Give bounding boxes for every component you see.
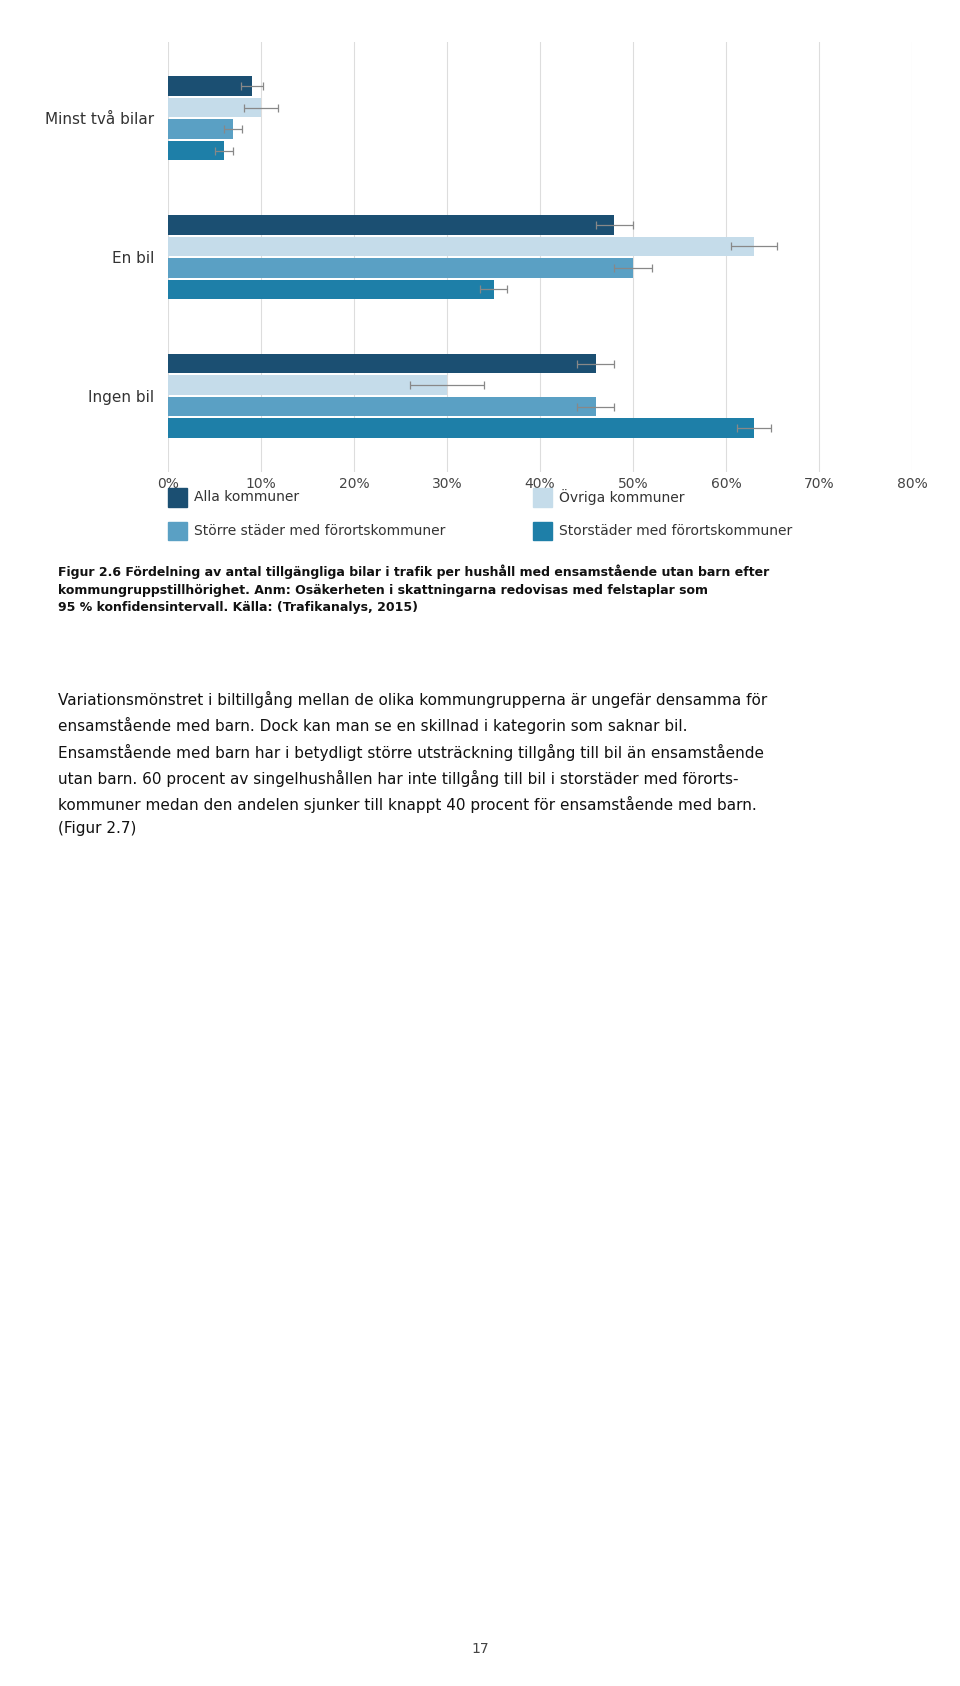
Text: Figur 2.6 Fördelning av antal tillgängliga bilar i trafik per hushåll med ensams: Figur 2.6 Fördelning av antal tillgängli… bbox=[58, 565, 769, 614]
Text: Alla kommuner: Alla kommuner bbox=[194, 491, 300, 504]
Bar bbox=[168, 418, 754, 438]
Bar bbox=[168, 216, 614, 234]
Bar bbox=[168, 258, 633, 278]
Bar bbox=[168, 396, 596, 416]
Bar bbox=[168, 354, 596, 373]
Bar bbox=[168, 98, 261, 118]
Bar bbox=[168, 376, 447, 395]
Text: Variationsmönstret i biltillgång mellan de olika kommungrupperna är ungefär dens: Variationsmönstret i biltillgång mellan … bbox=[58, 691, 767, 836]
Text: Övriga kommuner: Övriga kommuner bbox=[559, 489, 684, 506]
Bar bbox=[168, 142, 224, 160]
Bar bbox=[168, 280, 493, 298]
Text: Storstäder med förortskommuner: Storstäder med förortskommuner bbox=[559, 524, 792, 538]
Text: Större städer med förortskommuner: Större städer med förortskommuner bbox=[194, 524, 445, 538]
Bar bbox=[168, 76, 252, 96]
Bar bbox=[168, 236, 754, 256]
Text: 17: 17 bbox=[471, 1642, 489, 1656]
Bar bbox=[168, 120, 233, 138]
